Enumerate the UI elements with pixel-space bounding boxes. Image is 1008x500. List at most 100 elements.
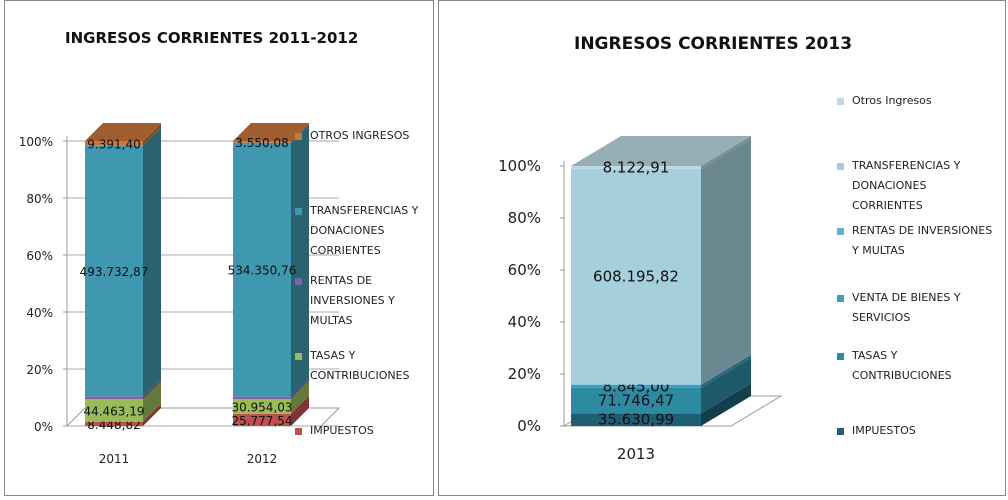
bar-segment <box>233 396 291 400</box>
y-tick-label: 20% <box>26 363 53 377</box>
bar-side <box>291 395 309 426</box>
data-label: 44.463,19 <box>83 404 144 418</box>
legend-item: IMPUESTOS <box>837 421 997 441</box>
y-tick-label: 40% <box>26 306 53 320</box>
legend-item: TRANSFERENCIAS Y DONACIONES CORRIENTES <box>837 156 997 216</box>
bar-side <box>291 381 309 414</box>
legend-label: IMPUESTOS <box>310 424 374 437</box>
legend-item: IMPUESTOS <box>295 421 435 441</box>
chart-panel: INGRESOS CORRIENTES 2013 0% 20% 40% 60% 80% 10… <box>438 0 1006 496</box>
data-label: 534.350,76 <box>228 264 297 278</box>
bar-side <box>143 381 161 422</box>
chart-panel: INGRESOS CORRIENTES 2011-2012 0% 20% 40% 60%… <box>4 0 434 496</box>
bar-side <box>143 378 161 400</box>
legend-swatch <box>837 163 844 170</box>
data-label: 30.954,03 <box>231 400 292 414</box>
bar-segment <box>571 168 701 385</box>
bar-top <box>233 123 309 141</box>
bar-segment <box>233 413 291 426</box>
bar-side <box>701 357 751 414</box>
data-label: 8.122,91 <box>603 158 670 176</box>
bar-segment <box>571 413 701 426</box>
bar-side <box>701 354 751 388</box>
bar-segment <box>85 421 143 426</box>
legend-label: Otros Ingresos <box>852 94 932 107</box>
data-label: 608.195,82 <box>593 268 679 286</box>
chart-title: INGRESOS CORRIENTES 2013 <box>574 34 852 54</box>
bar-side <box>701 136 751 169</box>
legend-swatch <box>295 428 302 435</box>
legend-item: VENTA DE BIENES Y SERVICIOS <box>837 288 997 328</box>
legend-swatch <box>295 133 302 140</box>
legend-label: TRANSFERENCIAS Y DONACIONES CORRIENTES <box>852 159 961 212</box>
data-label: 493.732,87 <box>80 265 149 279</box>
bar-segment <box>85 399 143 422</box>
bar-segment <box>571 166 701 169</box>
x-tick-label: 2012 <box>247 452 278 466</box>
legend-swatch <box>295 353 302 360</box>
data-label: 25.777,54 <box>231 414 292 428</box>
bar-segment <box>571 384 701 385</box>
legend-label: OTROS INGRESOS <box>310 129 410 142</box>
y-tick-label: 80% <box>508 209 541 227</box>
legend-item: TASAS Y CONTRIBUCIONES <box>295 346 435 386</box>
chart: INGRESOS CORRIENTES 2013 0% 20% 40% 60% 80% 10… <box>498 34 852 463</box>
legend-item: TRANSFERENCIAS Y DONACIONES CORRIENTES <box>295 201 435 261</box>
bar-segment <box>571 387 701 414</box>
legend-swatch <box>295 208 302 215</box>
bar-side <box>143 403 161 426</box>
y-tick-label: 100% <box>19 135 53 149</box>
bar-segment <box>571 384 701 388</box>
legend-label: RENTAS DE INVERSIONES Y MULTAS <box>852 224 993 257</box>
legend-swatch <box>837 353 844 360</box>
legend-item: TASAS Y CONTRIBUCIONES <box>837 346 997 386</box>
bar-segment <box>85 145 143 397</box>
legend-item: RENTAS DE INVERSIONES Y MULTAS <box>295 271 435 331</box>
legend-swatch <box>295 278 302 285</box>
legend-swatch <box>837 428 844 435</box>
bar-top <box>571 136 751 166</box>
bar-side <box>291 378 309 400</box>
bar-segment <box>233 141 291 143</box>
x-tick-label: 2011 <box>99 452 130 466</box>
legend-label: VENTA DE BIENES Y SERVICIOS <box>852 291 961 324</box>
y-tick-label: 80% <box>26 192 53 206</box>
bar-side <box>701 354 751 385</box>
data-label: 71.746,47 <box>598 392 674 410</box>
bar-side <box>291 124 309 397</box>
y-tick-label: 100% <box>498 157 541 175</box>
bar-top <box>85 123 161 141</box>
y-tick-label: 20% <box>508 365 541 383</box>
y-tick-label: 0% <box>34 420 53 434</box>
legend-label: RENTAS DE INVERSIONES Y MULTAS <box>310 274 395 327</box>
legend-swatch <box>837 295 844 302</box>
bar-segment <box>233 399 291 414</box>
bar-side <box>143 127 161 397</box>
data-label: 3.550,08 <box>235 136 288 150</box>
y-tick-label: 60% <box>508 261 541 279</box>
data-label: 35.630,99 <box>598 411 674 429</box>
bar-side <box>701 138 751 385</box>
legend-label: TRANSFERENCIAS Y DONACIONES CORRIENTES <box>310 204 419 257</box>
legend-swatch <box>837 228 844 235</box>
bar-side <box>701 383 751 426</box>
chart-title: INGRESOS CORRIENTES 2011-2012 <box>65 29 358 47</box>
bar-segment <box>233 142 291 397</box>
legend-label: TASAS Y CONTRIBUCIONES <box>310 349 410 382</box>
y-tick-label: 60% <box>26 249 53 263</box>
y-tick-label: 40% <box>508 313 541 331</box>
bar-side <box>143 123 161 146</box>
bar-segment <box>85 396 143 400</box>
legend-label: IMPUESTOS <box>852 424 916 437</box>
x-tick-label: 2013 <box>617 445 655 463</box>
chart: INGRESOS CORRIENTES 2011-2012 0% 20% 40% 60%… <box>19 29 359 466</box>
legend-label: TASAS Y CONTRIBUCIONES <box>852 349 952 382</box>
legend-item: OTROS INGRESOS <box>295 126 435 146</box>
legend-swatch <box>837 98 844 105</box>
data-label: 9.391,40 <box>87 137 140 151</box>
legend-item: RENTAS DE INVERSIONES Y MULTAS <box>837 221 997 261</box>
legend-item: Otros Ingresos <box>837 91 997 111</box>
y-tick-label: 0% <box>517 417 541 435</box>
bar-segment <box>85 141 143 146</box>
